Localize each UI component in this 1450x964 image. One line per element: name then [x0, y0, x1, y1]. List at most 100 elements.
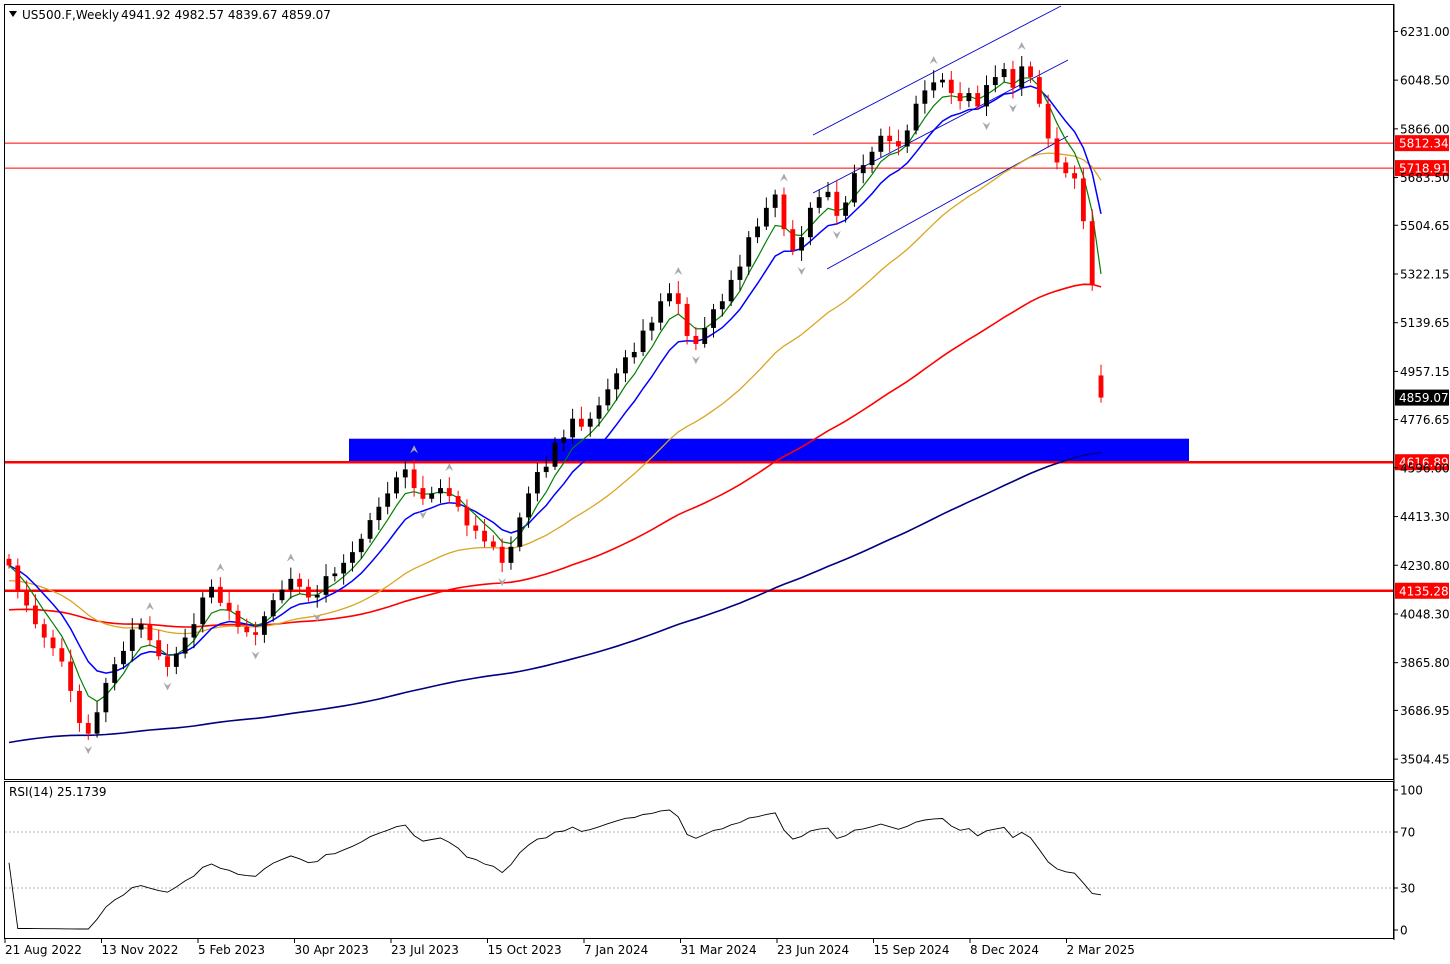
rsi-tick-label: 0	[1400, 924, 1408, 938]
fractal-up-icon	[216, 563, 225, 572]
candle-bear	[957, 93, 963, 102]
candle-bull	[746, 237, 752, 267]
candle-bull	[376, 506, 382, 521]
candle-bear	[781, 194, 787, 230]
candle-bull	[552, 442, 558, 467]
candle-bull	[966, 93, 972, 102]
candles	[6, 55, 1104, 741]
candle-bull	[200, 597, 206, 625]
candle-bear	[1089, 221, 1095, 286]
candle-bull	[992, 77, 998, 86]
price-tick-label: 4957.15	[1400, 365, 1450, 379]
candle-bull	[1001, 69, 1007, 78]
candle-bull	[878, 135, 884, 152]
ema-89-line	[8, 283, 1102, 628]
candle-bull	[931, 82, 937, 91]
price-tick-label: 4776.65	[1400, 413, 1450, 427]
collapse-triangle-icon[interactable]	[9, 11, 17, 17]
candle-bull	[570, 418, 576, 438]
candle-bull	[851, 173, 857, 203]
candle-bear	[887, 135, 893, 142]
candle-bull	[279, 589, 285, 601]
candle-bear	[578, 418, 584, 427]
rsi-label: RSI(14) 25.1739	[9, 785, 107, 799]
ema-5-line	[8, 77, 1102, 703]
candle-bear	[85, 722, 91, 734]
price-tick-label: 4413.30	[1400, 510, 1450, 524]
candle-bear	[420, 488, 426, 499]
candle-bear	[693, 335, 699, 344]
candle-bull	[737, 266, 743, 280]
rsi-tick-label: 70	[1400, 826, 1415, 840]
candle-bear	[1098, 375, 1104, 398]
candle-bull	[940, 79, 945, 83]
candle-bear	[244, 626, 250, 633]
candle-bear	[1028, 66, 1033, 78]
candle-bear	[490, 541, 496, 547]
candle-bear	[77, 690, 82, 723]
price-tick-label: 5866.00	[1400, 122, 1450, 136]
candle-bull	[350, 552, 355, 563]
time-tick-label: 5 Feb 2023	[198, 943, 265, 957]
candle-bear	[446, 488, 452, 497]
candle-bull	[526, 493, 532, 518]
candle-bull	[667, 293, 672, 302]
candle-bull	[799, 237, 805, 251]
price-tick-label: 4230.80	[1400, 559, 1450, 573]
fractal-down-icon	[418, 510, 427, 519]
candle-bull	[385, 493, 391, 507]
candle-bull	[534, 472, 540, 494]
candle-bull	[209, 586, 214, 598]
candle-bull	[913, 103, 919, 131]
price-tick-label: 5683.50	[1400, 171, 1450, 185]
level-badge-label: 4135.28	[1399, 584, 1449, 598]
candle-bear	[6, 558, 12, 566]
candle-bull	[719, 301, 725, 310]
fractal-down-icon	[251, 651, 260, 660]
level-badge-label: 5812.34	[1399, 137, 1449, 151]
candle-bear	[411, 469, 417, 489]
ema-10-line	[8, 85, 1102, 674]
candle-bull	[587, 418, 593, 427]
price-tick-label: 3686.95	[1400, 704, 1450, 718]
fractal-up-icon	[286, 553, 295, 562]
candle-bull	[561, 437, 567, 443]
candle-bear	[41, 624, 47, 638]
candle-bear	[156, 640, 162, 657]
price-tick-label: 3504.45	[1400, 753, 1450, 767]
rsi-axis: 100 70 30 0	[1394, 784, 1423, 938]
candle-bear	[896, 141, 901, 147]
fractal-up-icon	[410, 445, 419, 454]
current-price-label: 4859.07	[1399, 391, 1449, 405]
candle-bull	[816, 197, 822, 208]
candle-bull	[112, 664, 118, 683]
candle-bull	[904, 130, 910, 147]
candle-bear	[948, 79, 954, 94]
candle-bear	[15, 565, 21, 590]
fractal-up-icon	[145, 602, 154, 611]
candle-bull	[394, 477, 399, 494]
fractals	[84, 41, 1026, 755]
candle-bear	[675, 293, 681, 304]
candle-bull	[772, 194, 778, 208]
candle-bull	[429, 493, 435, 499]
candle-bear	[499, 546, 505, 563]
time-axis: 21 Aug 2022 13 Nov 2022 5 Feb 2023 30 Apr 2…	[4, 939, 1135, 957]
candle-bull	[596, 405, 602, 419]
candle-bull	[358, 538, 364, 553]
price-tick-label: 5504.65	[1400, 219, 1450, 233]
candle-bull	[438, 488, 443, 494]
candle-bull	[173, 653, 179, 667]
candle-bear	[32, 605, 38, 625]
time-tick-label: 13 Nov 2022	[102, 943, 179, 957]
candle-bear	[1063, 162, 1069, 174]
candle-bull	[631, 351, 637, 358]
candle-bull	[728, 279, 734, 302]
price-tick-label: 3865.80	[1400, 656, 1450, 670]
zone-rect	[349, 438, 1189, 462]
time-tick-label: 21 Aug 2022	[5, 943, 82, 957]
candle-bull	[121, 650, 126, 665]
candle-bull	[860, 165, 866, 174]
fractal-down-icon	[84, 746, 93, 755]
